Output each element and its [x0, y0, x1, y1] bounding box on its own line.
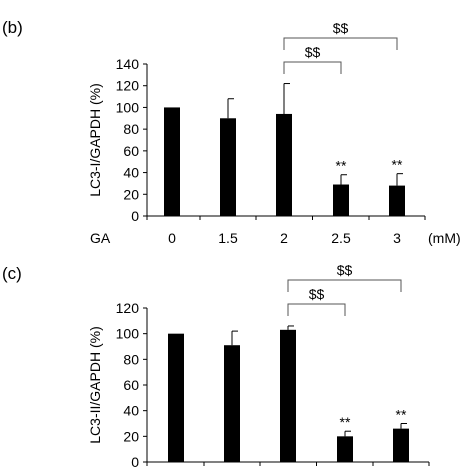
y-tick-label: 100: [116, 326, 140, 342]
y-tick-label: 100: [116, 99, 140, 115]
significance-mark: **: [396, 407, 407, 423]
significance-bracket: [283, 37, 398, 50]
y-axis-label: LC3-II/GAPDH (%): [87, 326, 103, 443]
bar: [164, 107, 180, 216]
x-tick-label: 0: [168, 230, 176, 246]
y-tick-label: 120: [116, 78, 140, 94]
bracket-label: $$: [309, 286, 325, 302]
y-tick-label: 80: [123, 351, 139, 367]
bracket-label: $$: [337, 262, 353, 278]
panel-label: (b): [2, 18, 23, 37]
panel-label: (c): [2, 264, 22, 283]
bar: [220, 118, 236, 216]
bar: [168, 333, 184, 462]
significance-bracket: [283, 61, 342, 74]
y-tick-label: 60: [123, 377, 139, 393]
bracket-label: $$: [333, 20, 349, 36]
bracket-label: $$: [305, 44, 321, 60]
bar: [337, 436, 353, 462]
x-tick-label: 3: [393, 230, 401, 246]
y-tick-label: 20: [123, 186, 139, 202]
y-tick-label: 0: [131, 208, 139, 224]
y-tick-label: 60: [123, 143, 139, 159]
y-tick-label: 140: [116, 56, 140, 72]
significance-bracket: [287, 303, 346, 316]
significance-mark: **: [392, 157, 403, 173]
bar: [333, 184, 349, 216]
x-tick-label: 2.5: [331, 230, 351, 246]
y-tick-label: 40: [123, 165, 139, 181]
bar: [276, 113, 292, 216]
x-tick-label: 2: [280, 230, 288, 246]
bar: [224, 345, 240, 462]
bar: [389, 185, 405, 216]
y-tick-label: 120: [116, 300, 140, 316]
y-axis-label: LC3-I/GAPDH (%): [87, 83, 103, 197]
y-tick-label: 40: [123, 403, 139, 419]
bar: [393, 428, 409, 462]
y-tick-label: 20: [123, 428, 139, 444]
x-tick-label: 1.5: [218, 230, 238, 246]
significance-bracket: [287, 279, 402, 292]
significance-mark: **: [336, 158, 347, 174]
chart-panel-c: (c) LC3-II/GAPDH (%) 0 20 40 60 80 100 120 ** ** $$…: [2, 262, 430, 470]
y-tick-label: 0: [131, 454, 139, 470]
bar: [280, 329, 296, 462]
x-axis-prefix: GA: [90, 230, 111, 246]
x-axis-unit: (mM): [428, 230, 461, 246]
y-tick-label: 80: [123, 121, 139, 137]
significance-mark: **: [340, 414, 351, 430]
